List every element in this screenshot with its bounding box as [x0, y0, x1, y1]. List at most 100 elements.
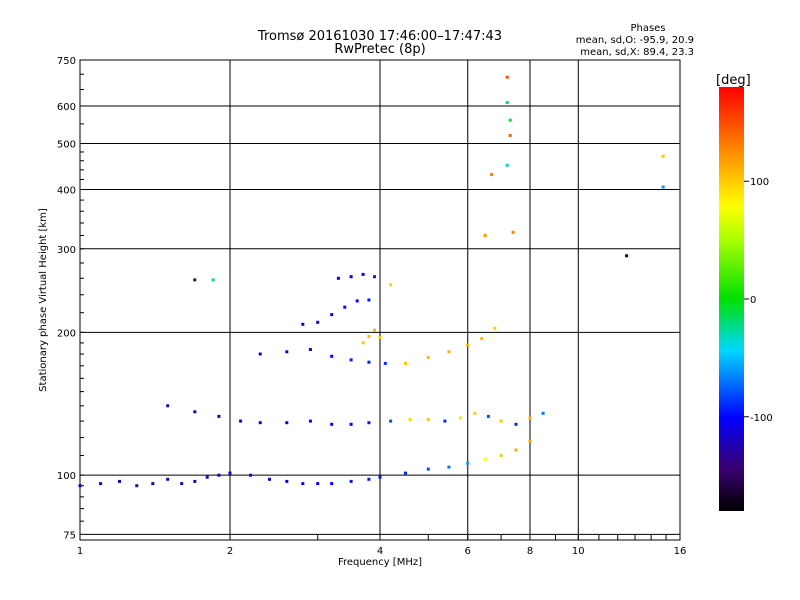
data-point	[349, 422, 353, 426]
data-point	[99, 482, 103, 486]
colorbar-tick-label: 0	[750, 295, 756, 306]
data-point	[355, 299, 359, 303]
data-point	[193, 479, 197, 483]
data-point	[228, 471, 232, 475]
data-point	[508, 134, 512, 137]
data-point	[541, 411, 545, 415]
data-point	[308, 348, 312, 351]
data-point	[404, 361, 407, 365]
y-tick-label: 500	[57, 140, 76, 151]
data-point	[505, 101, 509, 105]
data-point	[378, 475, 382, 479]
data-point	[151, 482, 155, 486]
data-point	[316, 320, 320, 324]
grid	[80, 60, 680, 540]
data-point	[301, 482, 305, 486]
data-point	[426, 418, 430, 421]
x-axis-label: Frequency [MHz]	[338, 557, 422, 568]
y-tick-label: 100	[57, 471, 76, 482]
data-point	[316, 482, 320, 486]
data-point	[349, 358, 353, 362]
data-point	[330, 313, 334, 317]
data-point	[367, 298, 371, 302]
data-point	[426, 356, 430, 359]
data-point	[285, 350, 289, 354]
data-point	[480, 337, 484, 341]
data-point	[483, 234, 487, 237]
data-point	[389, 283, 393, 287]
data-point	[349, 275, 353, 279]
data-point	[473, 411, 477, 415]
y-tick-label: 600	[57, 102, 76, 113]
data-point	[466, 461, 470, 465]
y-tick-label: 200	[57, 328, 76, 339]
data-point	[505, 75, 509, 79]
axis-ticks: 1 2 4 6 8 10 16 75 100 200 300 400 500 600 750	[57, 56, 686, 557]
data-point	[443, 419, 447, 423]
data-point	[514, 448, 518, 452]
data-point	[249, 473, 253, 477]
x-tick-label: 10	[572, 546, 585, 557]
colorbar	[719, 87, 744, 511]
data-point	[511, 230, 515, 234]
data-point	[367, 421, 371, 425]
data-point	[361, 341, 365, 345]
data-point	[528, 416, 532, 420]
data-point	[118, 479, 121, 483]
data-point	[505, 163, 509, 167]
data-point	[166, 404, 170, 408]
data-point	[193, 410, 197, 414]
data-point	[528, 439, 532, 443]
colorbar-tick-label: 100	[750, 177, 769, 188]
data-point	[330, 422, 334, 426]
data-point	[285, 479, 289, 483]
data-point	[330, 354, 334, 358]
data-point	[78, 484, 82, 488]
x-tick-label: 16	[674, 546, 687, 557]
data-point	[258, 421, 262, 425]
phases-o-stats: mean, sd,O: -95.9, 20.9	[576, 35, 694, 46]
data-point	[285, 421, 289, 425]
data-point	[514, 422, 518, 426]
data-point	[466, 343, 470, 347]
x-tick-label: 4	[377, 546, 383, 557]
data-point	[258, 352, 262, 356]
data-point	[193, 278, 197, 282]
data-point	[378, 336, 382, 340]
data-point	[308, 419, 312, 423]
data-point	[361, 272, 365, 276]
data-point	[404, 471, 407, 475]
y-tick-label: 75	[63, 530, 76, 541]
data-point	[336, 276, 340, 280]
x-tick-label: 2	[227, 546, 233, 557]
data-point	[330, 482, 334, 486]
data-point	[426, 467, 430, 471]
data-point	[180, 482, 184, 486]
x-tick-label: 8	[527, 546, 533, 557]
data-point	[458, 416, 462, 420]
data-point	[268, 477, 271, 481]
phases-heading: Phases	[630, 23, 665, 34]
data-point	[661, 154, 665, 158]
data-point	[486, 414, 490, 418]
data-point	[367, 360, 371, 364]
data-point	[408, 418, 412, 421]
data-point	[373, 328, 376, 332]
y-axis-label: Stationary phase Virtual Height [km]	[38, 208, 49, 392]
data-point	[508, 118, 512, 122]
chart-title: Tromsø 20161030 17:46:00–17:47:43	[257, 29, 502, 44]
data-point	[367, 335, 371, 338]
data-point	[373, 275, 376, 279]
data-point	[499, 419, 503, 423]
colorbar-tick-label: -100	[750, 413, 773, 424]
y-tick-label: 300	[57, 245, 76, 256]
y-tick-label: 400	[57, 186, 76, 197]
data-point	[301, 322, 305, 326]
colorbar-ticks: 100 0 -100	[744, 177, 773, 424]
data-point	[135, 484, 139, 488]
x-tick-label: 1	[77, 546, 83, 557]
data-point	[661, 185, 665, 189]
data-points	[78, 75, 665, 488]
data-point	[343, 305, 347, 309]
data-point	[205, 475, 209, 479]
